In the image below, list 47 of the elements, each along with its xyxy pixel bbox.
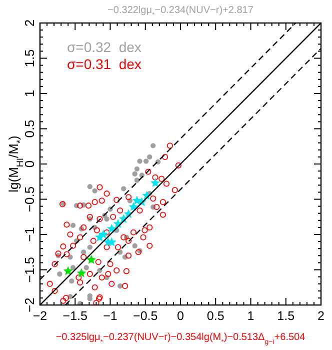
point xyxy=(137,158,142,164)
point xyxy=(86,254,96,264)
point xyxy=(106,224,116,233)
point xyxy=(76,268,86,278)
point xyxy=(143,158,149,164)
y-tick-label: 0 xyxy=(22,160,37,168)
point xyxy=(128,202,138,212)
x-tick-label: 2 xyxy=(318,309,325,323)
x-tick-label: 0.5 xyxy=(206,309,224,323)
point xyxy=(132,243,138,248)
point xyxy=(97,268,102,274)
y-tick-label: −0.5 xyxy=(22,186,37,212)
x-tick-label: 0 xyxy=(177,309,184,323)
y-tick-label: 1.5 xyxy=(22,49,37,68)
point xyxy=(57,271,62,277)
x-tick-label: −0.5 xyxy=(133,309,158,323)
point xyxy=(121,186,126,192)
annotation: σ=0.32 dex xyxy=(67,39,142,55)
point xyxy=(70,265,76,270)
y-tick-label: 2 xyxy=(22,19,37,27)
x-axis-title: −0.325lgμ$_{*}$−0.237(NUV−r)−0.354lg(M$_{*}$)−0.513Δ$_{g−i}$+6.504 xyxy=(56,332,306,346)
point xyxy=(150,178,160,188)
chart-title: −0.322lgμ$_{*}$−0.234(NUV−r)+2.817 xyxy=(108,5,254,18)
y-tick-label: −1 xyxy=(22,227,37,242)
y-tick-label: 0.5 xyxy=(22,120,37,138)
point xyxy=(84,265,89,270)
point xyxy=(87,184,92,190)
x-tick-label: 1.5 xyxy=(277,309,295,323)
point xyxy=(87,244,92,250)
y-tick-label: 1 xyxy=(22,90,37,98)
point xyxy=(134,178,140,183)
x-tick-label: 1 xyxy=(247,309,254,323)
point xyxy=(92,188,98,194)
point xyxy=(117,283,123,289)
point xyxy=(70,222,76,228)
annotation: σ=0.31 dex xyxy=(67,56,142,72)
point xyxy=(94,232,104,242)
point xyxy=(146,154,152,160)
point xyxy=(63,266,73,276)
y-tick-label: −1.5 xyxy=(22,256,37,283)
point xyxy=(150,143,156,148)
point xyxy=(134,166,140,172)
point xyxy=(132,171,138,176)
point xyxy=(104,216,110,222)
x-tick-label: −1 xyxy=(103,309,118,323)
x-tick-label: −1.5 xyxy=(62,309,88,323)
point xyxy=(69,278,74,284)
